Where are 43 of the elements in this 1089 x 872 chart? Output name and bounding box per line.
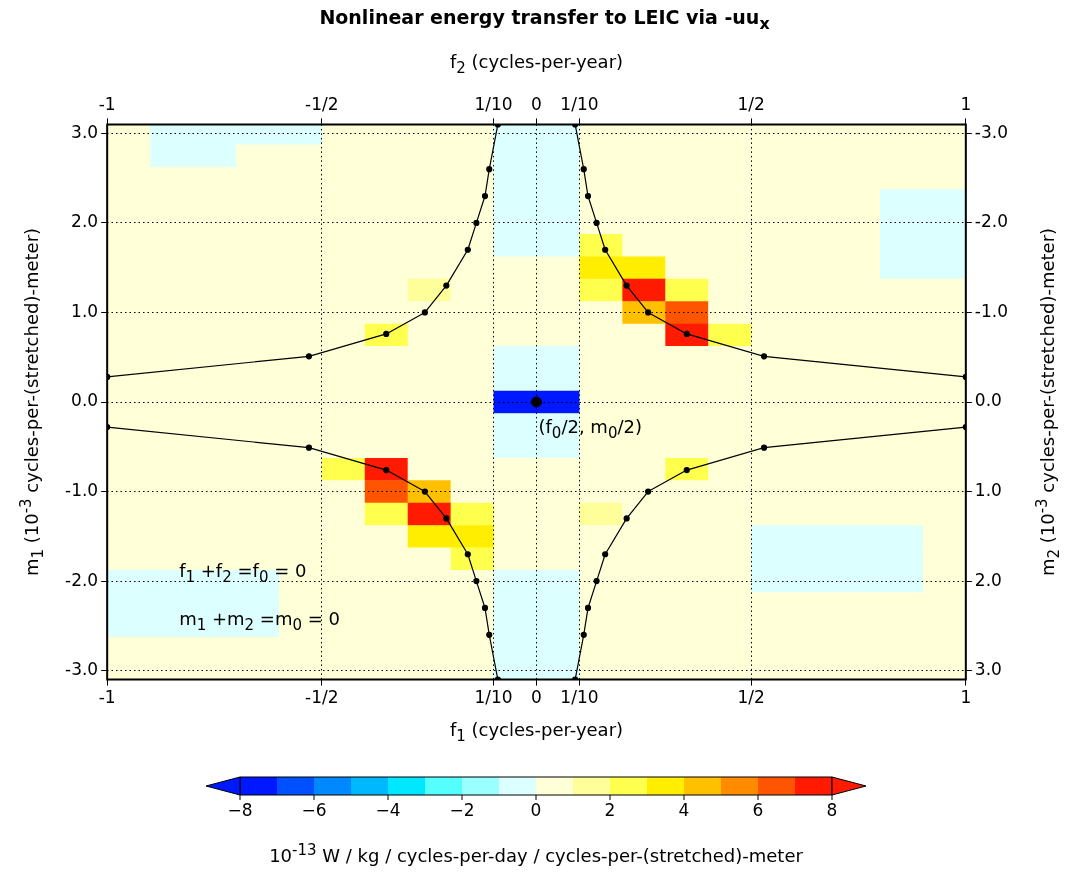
x2-tick-label: 1/2 — [737, 93, 765, 114]
y-tick-label: 1.0 — [71, 300, 99, 321]
color-bar-label: −6 — [301, 799, 327, 820]
y2-tick-label: 1.0 — [974, 479, 1002, 500]
color-bar-label: 0 — [530, 799, 542, 820]
y2-tick-label: -2.0 — [974, 211, 1008, 232]
y2-tick-label: -3.0 — [974, 121, 1008, 142]
color-bar-label: 6 — [752, 799, 764, 820]
color-bar-label: −4 — [375, 799, 401, 820]
y-tick-label: -1.0 — [65, 479, 99, 500]
x-tick-label: -1 — [98, 687, 116, 708]
x2-tick-label: -1 — [98, 93, 116, 114]
y2-tick-label: 3.0 — [974, 659, 1002, 680]
x2-axis-title: f$_{2}$ (cycles-per-year) — [449, 51, 624, 78]
x-tick-label: 1/10 — [560, 687, 599, 708]
x-axis-title: f$_{1}$ (cycles-per-year) — [449, 718, 624, 745]
x2-tick-label: 1/10 — [474, 93, 513, 114]
y2-tick-label: -1.0 — [974, 300, 1008, 321]
chart-title: Nonlinear energy transfer to LEIC via -uu$_{x}$ — [318, 6, 771, 33]
color-bar-label: −2 — [449, 799, 475, 820]
y-tick-label: 3.0 — [71, 121, 99, 142]
y-tick-label: 0.0 — [71, 390, 99, 411]
annotation: m$_{1}$ +m$_{2}$ =m$_{0}$ = 0 — [179, 607, 341, 634]
x2-tick-label: 0 — [531, 93, 542, 114]
y2-tick-label: 0.0 — [974, 390, 1002, 411]
x2-tick-label: 1/10 — [560, 93, 599, 114]
x-tick-label: -1/2 — [305, 687, 339, 708]
x2-tick-label: 1 — [960, 93, 972, 114]
x-tick-label: 1/2 — [737, 687, 765, 708]
color-bar-label: −8 — [227, 799, 253, 820]
y-tick-label: -3.0 — [65, 659, 99, 680]
y2-tick-label: 2.0 — [974, 569, 1002, 590]
x-tick-label: 1 — [960, 687, 972, 708]
color-bar-label: 2 — [604, 799, 616, 820]
color-bar-label: 8 — [826, 799, 838, 820]
color-bar-label: 4 — [678, 799, 690, 820]
x-tick-label: 0 — [531, 687, 542, 708]
x2-tick-label: -1/2 — [305, 93, 339, 114]
x-tick-label: 1/10 — [474, 687, 513, 708]
y-tick-label: 2.0 — [71, 211, 99, 232]
y-tick-label: -2.0 — [65, 569, 99, 590]
color-bar-title: 10$^{-13}$ W / kg / cycles-per-day / cycles-per-(stretched)-meter — [269, 840, 803, 866]
annotation: (f$_{0}$/2, m$_{0}$/2) — [538, 416, 642, 442]
